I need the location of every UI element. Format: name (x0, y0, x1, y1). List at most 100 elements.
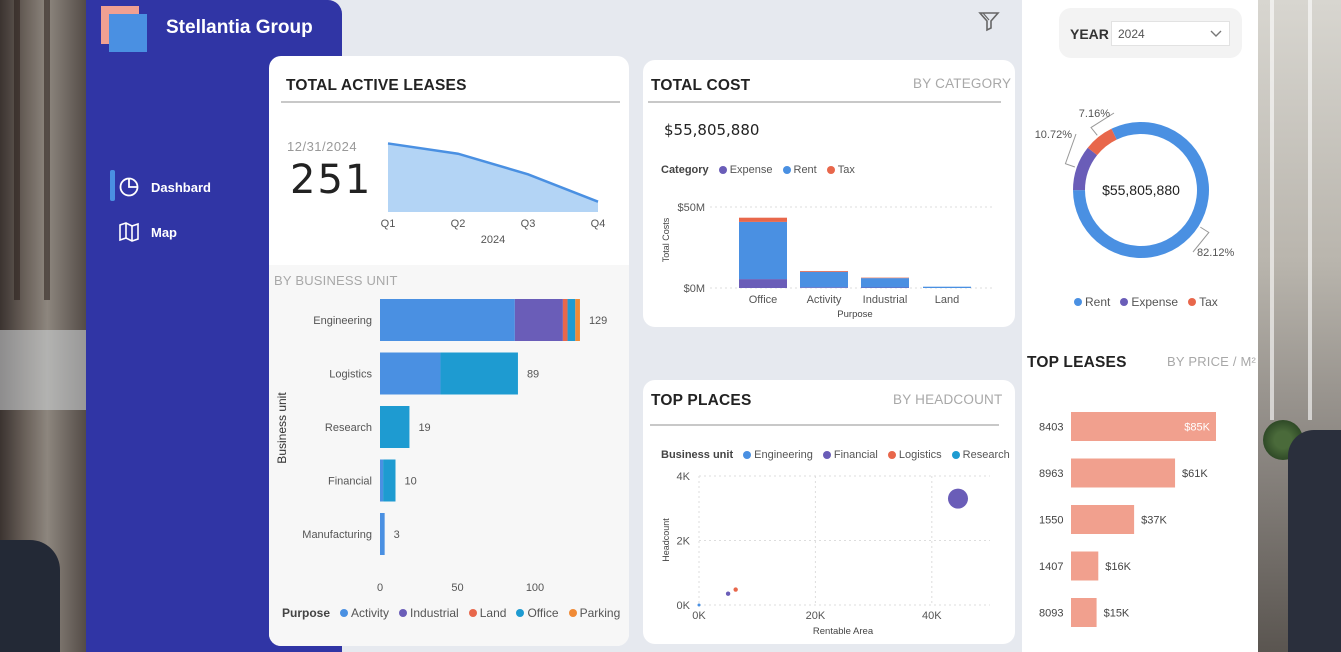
legend-label: Tax (837, 164, 855, 176)
bar-segment-office (383, 459, 396, 502)
brand-name: Stellantia Group (166, 17, 313, 38)
legend-label: Expense (1131, 295, 1179, 309)
legend-label: Logistics (898, 449, 942, 461)
active-leases-value: 251 (290, 157, 373, 203)
year-select-value: 2024 (1118, 26, 1145, 41)
legend-entry-expense[interactable]: Expense (1120, 295, 1178, 309)
scatter-point-financial (947, 488, 968, 509)
trend-axis-title: 2024 (481, 234, 505, 246)
legend-label: Parking (579, 606, 621, 620)
business-unit-title: BY BUSINESS UNIT (274, 273, 398, 288)
total-cost-bar-chart: $50M $0M Office Activity Industrial Land Purpo… (661, 202, 995, 320)
trend-tick-label: Q3 (521, 218, 536, 230)
legend-swatch (399, 609, 408, 617)
cost-category-donut-chart: $55,805,880 82.12% 10.72% 7.16% (1035, 108, 1235, 259)
lease-id-label: 1550 (1039, 515, 1063, 527)
legend-swatch (1188, 298, 1197, 306)
dashboard-icon (119, 177, 139, 197)
legend-entry-office[interactable]: Office (516, 606, 559, 620)
legend-entry-land[interactable]: Land (468, 606, 507, 620)
legend-entry-research[interactable]: Research (951, 449, 1010, 461)
cost-bar-expense (739, 279, 787, 288)
bar-segment-activity (380, 513, 385, 555)
purpose-legend-title: Purpose (282, 606, 331, 620)
y-tick-label: 4K (677, 471, 691, 483)
donut-leader-line (1090, 112, 1115, 136)
cost-bar-rent (739, 221, 787, 280)
x-tick-label: Office (749, 294, 778, 306)
total-cost-value: $55,805,880 (664, 121, 760, 139)
legend-entry-logistics[interactable]: Logistics (887, 449, 942, 461)
bar-total-label: 129 (589, 315, 607, 327)
business-unit-axis-title: Business unit (275, 392, 289, 464)
bar-segment-industrial (514, 299, 563, 341)
nav-item-map[interactable]: Map (118, 218, 177, 246)
legend-swatch (718, 166, 727, 174)
legend-entry-expense[interactable]: Expense (718, 164, 773, 176)
x-tick-label: Land (935, 294, 959, 306)
legend-entry-industrial[interactable]: Industrial (399, 606, 459, 620)
business-unit-label: Logistics (329, 369, 372, 381)
legend-swatch (340, 609, 349, 617)
legend-label: Land (479, 606, 507, 620)
y-tick-label: $0M (684, 283, 705, 295)
x-tick-label: Activity (807, 294, 842, 306)
year-select[interactable]: 2024 (1111, 21, 1230, 46)
legend-label: Research (962, 449, 1010, 461)
business-unit-legend: Business unit Engineering Financial Logist… (661, 449, 1014, 461)
legend-swatch (782, 166, 791, 174)
bar-segment-land (562, 299, 568, 341)
legend-swatch (822, 451, 831, 459)
trend-area (388, 143, 598, 212)
logo-mark-front (109, 14, 147, 52)
donut-leader-line (1064, 133, 1077, 168)
legend-entry-activity[interactable]: Activity (340, 606, 389, 620)
donut-slice-label: 7.16% (1079, 108, 1110, 120)
purpose-legend: Purpose Activity Industrial Land Office Park… (282, 606, 624, 620)
legend-entry-engineering[interactable]: Engineering (743, 449, 813, 461)
business-unit-label: Research (325, 422, 372, 434)
bar-segment-office (440, 352, 518, 395)
legend-label: Industrial (410, 606, 459, 620)
total-cost-title: TOTAL COST (651, 77, 751, 94)
lease-value-label: $85K (1184, 422, 1210, 434)
donut-slice-tax (1087, 128, 1117, 156)
x-tick-label: Industrial (863, 294, 908, 306)
title-divider (281, 101, 620, 103)
legend-entry-rent[interactable]: Rent (782, 164, 817, 176)
legend-entry-rent[interactable]: Rent (1074, 295, 1110, 309)
nav-item-dashboard[interactable]: Dashbard (118, 173, 211, 201)
legend-label: Activity (351, 606, 390, 620)
x-axis-title: Rentable Area (813, 626, 874, 637)
legend-entry-parking[interactable]: Parking (568, 606, 621, 620)
y-tick-label: $50M (677, 202, 705, 214)
title-divider (650, 424, 999, 426)
filter-icon[interactable] (977, 9, 1001, 33)
active-leases-trend-chart: Q1 Q2 Q3 Q4 2024 (381, 142, 605, 246)
cost-bar-rent (861, 278, 909, 288)
cost-bar-rent (923, 286, 971, 288)
scatter-point-logistics (733, 587, 738, 592)
donut-legend: Rent Expense Tax (1074, 295, 1222, 309)
donut-center-value: $55,805,880 (1102, 182, 1180, 198)
legend-label: Engineering (754, 449, 813, 461)
lease-id-label: 8963 (1039, 468, 1063, 480)
legend-label: Tax (1199, 295, 1218, 309)
trend-tick-label: Q1 (381, 218, 396, 230)
cost-bar-rent (800, 271, 848, 288)
legend-entry-tax[interactable]: Tax (826, 164, 855, 176)
lease-value-label: $37K (1141, 515, 1167, 527)
total-cost-subtitle: BY CATEGORY (913, 76, 1012, 91)
legend-entry-tax[interactable]: Tax (1188, 295, 1218, 309)
legend-swatch (887, 451, 896, 459)
bar-segment-activity (380, 352, 441, 395)
bar-segment-activity (380, 459, 384, 502)
legend-swatch (516, 609, 525, 617)
legend-entry-financial[interactable]: Financial (822, 449, 878, 461)
legend-label: Financial (833, 449, 878, 461)
category-legend-title: Category (661, 164, 709, 176)
bar-segment-office (567, 299, 576, 341)
donut-slice-label: 10.72% (1035, 129, 1073, 141)
legend-swatch (1074, 298, 1082, 306)
